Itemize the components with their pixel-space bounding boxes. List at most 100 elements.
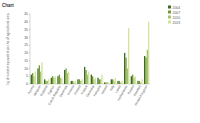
y-tick-label: 0 [26,82,28,86]
bar [95,78,96,84]
bar [145,58,146,84]
y-tick-label: 5 [26,74,28,78]
bar [147,50,148,84]
y-tick [29,14,31,15]
y-tick [29,37,31,38]
bar [124,53,125,84]
bar [53,78,54,84]
legend-label: 2013 [173,21,181,25]
y-tick [29,45,31,46]
x-tick-label: United Kingdom [134,84,149,106]
bar [37,68,38,84]
bar [75,81,76,84]
legend-swatch [168,21,171,24]
bar [97,78,98,84]
bar [148,22,149,84]
legend-label: 2004 [173,6,181,10]
bar [99,79,100,84]
legend-swatch [168,6,171,9]
y-tick [29,60,31,61]
bar [92,76,93,84]
bar [40,72,41,84]
bar [81,79,82,84]
bar [31,75,32,84]
bar [100,79,101,84]
bar [127,68,128,84]
y-label: kg of nutrient equivalent per ha of agri… [6,13,10,84]
bar [61,78,62,84]
y-tick [29,84,31,85]
bar [88,72,89,84]
legend-swatch [168,11,171,14]
bar [119,81,120,84]
y-tick-label: 20 [24,51,28,55]
bar [140,82,141,84]
bar [60,78,61,84]
bar [108,82,109,84]
bars [31,22,150,84]
bar [79,79,80,84]
bar [128,28,129,84]
y-tick-label: 45 [24,12,28,16]
bar [51,78,52,84]
bar [68,72,69,84]
bar [84,67,85,84]
bar [120,82,121,84]
bar [105,82,106,84]
bar [59,75,60,84]
bar [137,81,138,84]
bar [65,68,66,84]
bar [52,76,53,84]
bar [39,65,40,84]
bar [45,81,46,84]
bar [113,81,114,84]
bar [121,81,122,84]
bar [144,56,145,84]
bar [32,73,33,84]
legend-swatch [168,16,171,19]
y-tick [29,76,31,77]
bar [101,75,102,84]
bar [72,81,73,84]
bar [71,81,72,84]
bar [117,81,118,84]
y-tick-label: 15 [24,59,28,63]
y-tick-label: 40 [24,20,28,24]
bar [67,73,68,84]
title: Chart [2,3,14,8]
bar [35,72,36,84]
y-axis [30,14,31,84]
bar [48,79,49,84]
bar [132,75,133,84]
bar [139,81,140,84]
bar [141,79,142,84]
y-tick-label: 35 [24,28,28,32]
bar [41,62,42,84]
bar [47,81,48,84]
bar [73,82,74,84]
bar [112,79,113,84]
legend-label: 2007 [173,11,181,15]
y-tick-label: 25 [24,43,28,47]
y-tick [29,68,31,69]
bar [57,76,58,84]
bar [93,79,94,84]
x-tick-label: Ireland [100,84,108,95]
legend-label: 2010 [173,16,181,20]
bar [111,79,112,84]
bar [131,76,132,84]
bar [77,79,78,84]
y-tick-label: 30 [24,36,28,40]
bar [125,58,126,84]
y-tick [29,52,31,53]
bar [80,81,81,84]
bar [85,70,86,84]
bar [115,78,116,84]
bar [135,76,136,84]
y-tick [29,21,31,22]
y-tick-label: 10 [24,67,28,71]
bar [44,79,45,84]
chart: Chart kg of nutrient equivalent per ha of… [0,0,200,123]
bar [87,75,88,84]
bar [33,76,34,84]
